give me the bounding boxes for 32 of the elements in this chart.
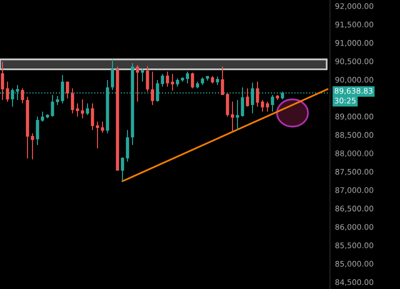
candlestick [190,72,194,89]
candlestick [6,81,10,102]
candlestick [246,88,250,108]
candlestick [20,88,24,104]
candlestick [150,71,154,106]
candlestick [110,58,114,90]
candlestick [270,94,274,112]
candlestick [126,130,130,162]
candlestick [266,101,270,112]
candlestick [256,81,260,108]
candlestick [50,94,54,118]
candlestick [146,66,150,92]
candlestick [70,88,74,114]
candlestick [0,61,4,100]
candlestick [160,73,164,88]
candlestick [66,81,70,99]
candlestick [90,102,94,130]
candlestick [140,68,144,82]
candlestick [40,111,44,122]
candlestick [120,157,124,182]
candlestick [136,64,140,102]
candlestick [76,102,80,118]
candlestick [260,100,264,112]
candlestick [170,73,174,92]
candlestick [226,92,230,118]
candlestick [220,66,224,96]
candlestick [236,100,240,130]
candlestick [30,132,34,160]
candlestick [36,116,40,146]
candlestick [56,96,60,106]
candlestick [186,71,190,84]
candlestick [166,71,170,88]
